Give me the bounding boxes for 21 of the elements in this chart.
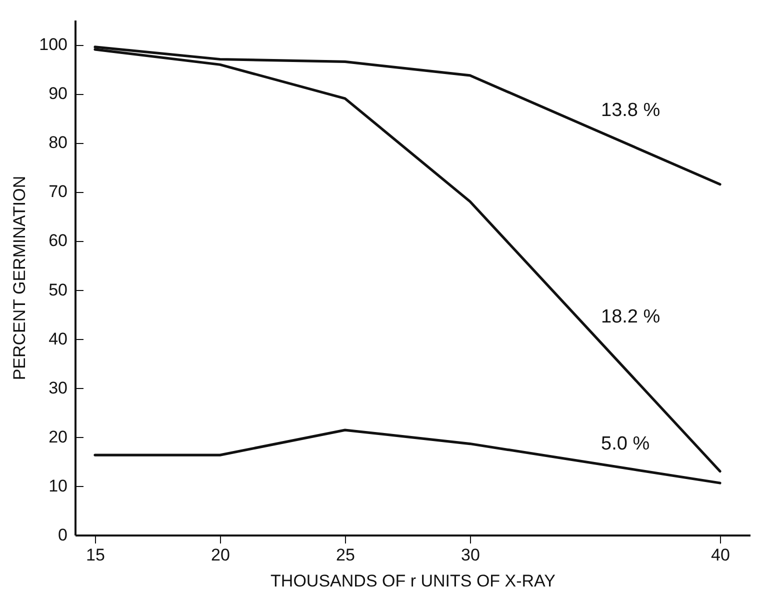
y-tick-label: 10: [48, 476, 68, 496]
y-tick-label: 70: [48, 182, 68, 202]
series-label: 13.8 %: [601, 100, 660, 121]
y-tick-label: 100: [39, 35, 68, 54]
series-label: 18.2 %: [601, 306, 660, 328]
y-tick-label: 80: [48, 133, 68, 152]
y-tick-label: 30: [48, 378, 68, 398]
y-tick-label: 90: [48, 84, 68, 104]
y-tick-label: 0: [58, 526, 68, 544]
x-tick-label: 20: [211, 546, 230, 564]
y-tick-label: 60: [48, 231, 68, 250]
series-label: 5.0 %: [601, 433, 650, 454]
y-tick-label: 20: [48, 427, 68, 446]
x-tick-label: 40: [711, 546, 730, 564]
x-axis-title: THOUSANDS OF r UNITS OF X-RAY: [270, 572, 556, 590]
y-axis-title: PERCENT GERMINATION: [10, 176, 30, 380]
y-tick-label: 50: [48, 280, 68, 300]
x-tick-label: 15: [86, 546, 105, 564]
x-tick-label: 25: [336, 546, 355, 564]
x-tick-label: 30: [461, 546, 480, 564]
y-tick-label: 40: [48, 329, 68, 348]
